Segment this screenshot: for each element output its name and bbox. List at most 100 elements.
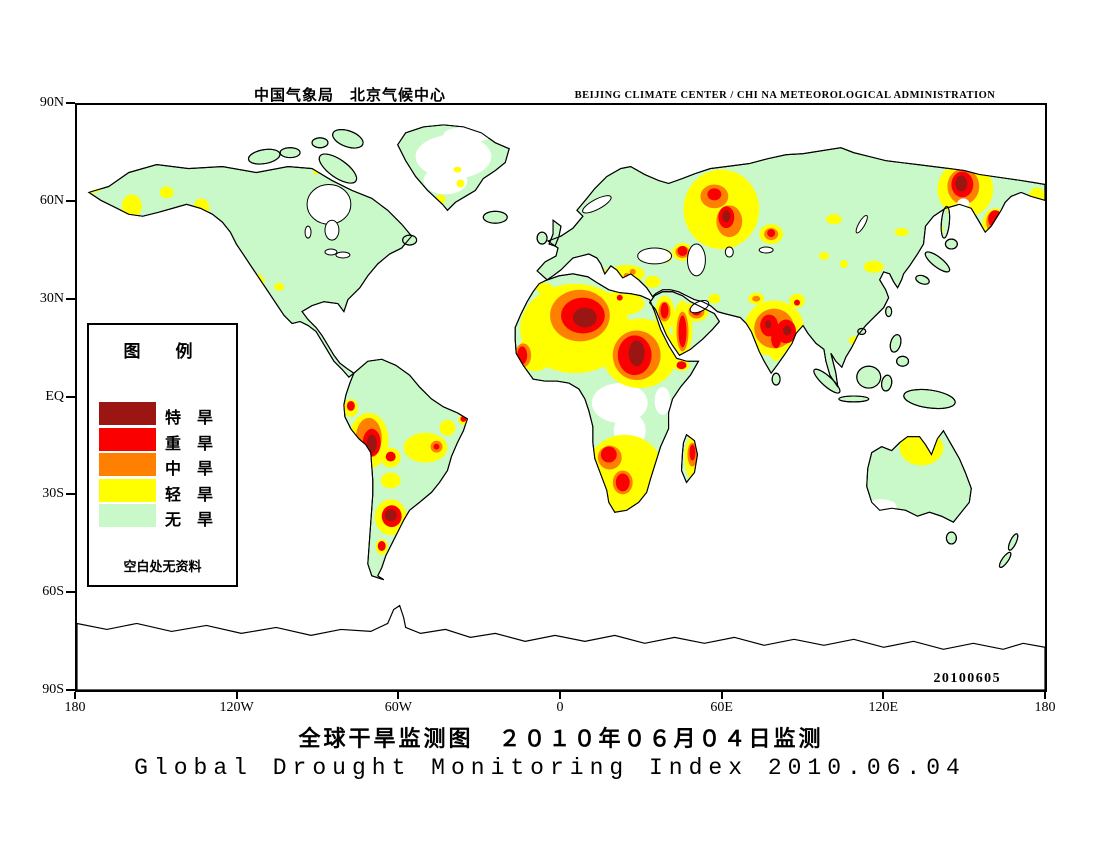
map-region bbox=[615, 473, 630, 492]
landmass-arabia bbox=[648, 291, 721, 357]
lon-tick-label: 0 bbox=[556, 700, 564, 715]
landmass-java bbox=[838, 395, 870, 403]
map-region bbox=[771, 328, 782, 349]
coastlines bbox=[87, 124, 1045, 581]
map-region bbox=[306, 183, 352, 225]
lon-tick bbox=[74, 692, 76, 699]
legend-note: 空白处无资料 bbox=[123, 560, 202, 575]
landmass-sumatra bbox=[813, 368, 841, 394]
map-region bbox=[273, 319, 280, 328]
map-region bbox=[297, 158, 306, 165]
map-region bbox=[676, 361, 687, 370]
map-region bbox=[783, 325, 792, 336]
map-region bbox=[628, 340, 645, 367]
map-region bbox=[894, 228, 909, 237]
map-region bbox=[758, 246, 774, 254]
lat-tick-label: 30S bbox=[42, 486, 64, 502]
no-data-patches bbox=[415, 126, 648, 449]
map-region bbox=[825, 214, 842, 225]
lat-tick-label: EQ bbox=[45, 388, 64, 404]
map-region bbox=[644, 275, 661, 288]
map-region bbox=[765, 320, 772, 329]
map-region bbox=[794, 299, 801, 306]
lat-tick bbox=[66, 102, 75, 104]
landmass-hainan bbox=[857, 327, 867, 335]
map-region bbox=[957, 198, 970, 209]
map-region bbox=[752, 295, 761, 302]
map-region bbox=[384, 509, 397, 522]
map-region bbox=[415, 134, 492, 179]
landmass-sri-lanka bbox=[771, 372, 781, 386]
map-region bbox=[984, 265, 993, 286]
legend-label-none: 无 旱 bbox=[165, 510, 214, 529]
landmass-newfoundland bbox=[402, 234, 418, 246]
legend-item-exceptional: 特 旱 bbox=[99, 402, 229, 427]
map-title-english: Global Drought Monitoring Index 2010.06.… bbox=[134, 755, 966, 781]
landmass-hokkaido bbox=[944, 238, 958, 250]
map-title-chinese: 全球干旱监测图 ２０１０年０６月０４日监测 bbox=[298, 727, 824, 752]
map-region bbox=[346, 400, 355, 411]
map-region bbox=[722, 210, 731, 223]
legend: 图 例 特 旱重 旱中 旱轻 旱无 旱 空白处无资料 bbox=[87, 323, 238, 587]
world-map: 20100605 bbox=[77, 124, 1045, 690]
map-region bbox=[439, 419, 456, 436]
map-region bbox=[637, 247, 673, 265]
map-region bbox=[955, 175, 968, 192]
landmass-africa bbox=[514, 273, 700, 513]
lat-tick-label: 90S bbox=[42, 682, 64, 697]
map-region bbox=[767, 229, 776, 238]
landmass-sumatra bbox=[813, 368, 841, 394]
lon-tick-label: 120E bbox=[868, 700, 899, 715]
map-region bbox=[899, 429, 944, 466]
map-region bbox=[677, 246, 688, 256]
map-region bbox=[433, 443, 440, 450]
map-region bbox=[88, 179, 96, 190]
lat-tick-label: 90N bbox=[39, 95, 64, 110]
legend-swatch-exceptional bbox=[99, 402, 156, 425]
legend-swatch-light bbox=[99, 478, 156, 502]
map-region bbox=[629, 268, 636, 275]
lat-tick bbox=[66, 493, 75, 496]
lat-tick bbox=[66, 297, 75, 300]
legend-item-moderate: 中 旱 bbox=[99, 453, 229, 478]
map-region bbox=[385, 451, 396, 462]
map-region bbox=[121, 194, 142, 219]
map-region bbox=[689, 444, 696, 461]
lat-tick bbox=[66, 395, 75, 398]
map-region bbox=[591, 383, 648, 423]
legend-item-severe: 重 旱 bbox=[99, 427, 229, 453]
legend-swatch-severe bbox=[99, 427, 156, 451]
map-region bbox=[572, 307, 597, 328]
lon-tick-label: 120W bbox=[219, 700, 254, 715]
lat-tick bbox=[66, 199, 75, 202]
map-region bbox=[864, 499, 897, 514]
landmass-sulawesi bbox=[881, 374, 893, 392]
map-date-stamp: 20100605 bbox=[933, 671, 1001, 686]
map-region bbox=[582, 195, 612, 214]
map-region bbox=[403, 432, 448, 463]
legend-title: 图 例 bbox=[123, 342, 202, 362]
landmass-ellesmere-island bbox=[332, 128, 364, 149]
world-map-frame: 20100605 bbox=[75, 103, 1047, 692]
map-region bbox=[678, 315, 687, 348]
landmass-honshu bbox=[924, 251, 951, 273]
lon-tick bbox=[559, 692, 561, 699]
lon-tick bbox=[720, 692, 723, 699]
map-region bbox=[536, 272, 543, 279]
map-region bbox=[377, 541, 386, 551]
map-region bbox=[654, 387, 671, 415]
map-region bbox=[443, 126, 492, 143]
legend-item-none: 无 旱 bbox=[99, 504, 229, 529]
map-region bbox=[818, 251, 829, 260]
legend-swatch-moderate bbox=[99, 453, 156, 476]
landmass-new-zealand-south bbox=[998, 551, 1012, 568]
landmass-kyushu bbox=[915, 274, 930, 285]
landmass-new-zealand-north bbox=[1007, 533, 1019, 551]
landmass-south-america bbox=[343, 358, 469, 581]
landmass-tasmania bbox=[945, 531, 957, 545]
map-region bbox=[660, 302, 669, 319]
header-english: BEIJING CLIMATE CENTER / CHI NA METEOROL… bbox=[574, 90, 996, 101]
map-region bbox=[724, 246, 734, 258]
landmass-luzon bbox=[889, 334, 902, 353]
